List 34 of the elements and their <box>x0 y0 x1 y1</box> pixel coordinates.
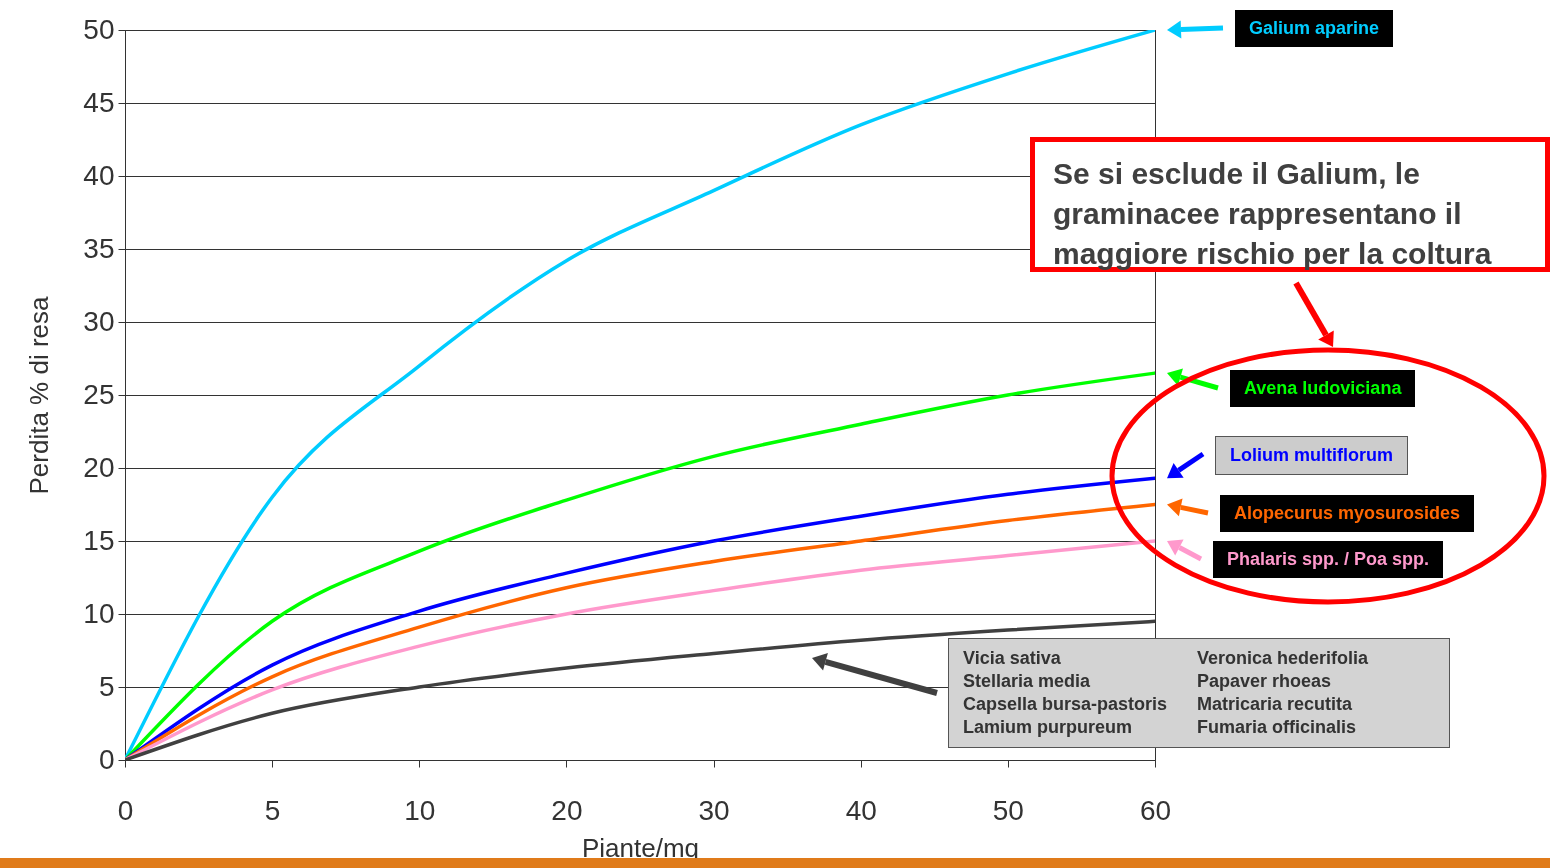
y-tick-label: 5 <box>98 670 115 702</box>
legend-label: Avena ludoviciana <box>1230 370 1416 407</box>
legend-label: Phalaris spp. / Poa spp. <box>1213 541 1444 578</box>
annotation: Vicia sativa <box>963 648 1062 670</box>
text: Veronica hederifolia <box>1197 648 1369 668</box>
x-axis-title: Piante/mq <box>581 832 700 863</box>
legend-label: Galium aparine <box>1235 10 1394 47</box>
annotation: Capsella bursa-pastoris <box>963 694 1169 716</box>
y-tick-label: 15 <box>83 524 115 556</box>
y-axis-title: Perdita % di resa <box>24 295 55 495</box>
x-tick-label: 40 <box>845 794 877 826</box>
x-tick-label: 50 <box>992 794 1024 826</box>
y-tick-label: 20 <box>83 451 115 483</box>
y-tick-label: 25 <box>83 378 115 410</box>
y-tick-label: 40 <box>83 159 115 191</box>
x-tick-label: 5 <box>264 794 281 826</box>
x-tick-label: 10 <box>404 794 436 826</box>
y-tick-label: 30 <box>83 305 115 337</box>
x-tick-label: 60 <box>1139 794 1172 826</box>
annotation: Lamium purpureum <box>963 717 1133 739</box>
y-tick-label: 50 <box>83 13 115 45</box>
legend-label: Lolium multiflorum <box>1215 436 1408 475</box>
legend-label: Alopecurus myosurosides <box>1220 495 1475 532</box>
y-tick-label: 0 <box>98 743 115 775</box>
text: Matricaria recutita <box>1197 694 1353 714</box>
y-tick-label: 35 <box>83 232 115 264</box>
annotation: Se si esclude il Galium, le graminacee rappresentano il maggiore rischio per la coltura <box>1030 137 1550 272</box>
y-tick-label: 10 <box>83 597 115 629</box>
x-tick-label: 20 <box>551 794 583 826</box>
text: Papaver rhoeas <box>1197 671 1332 691</box>
text: Fumaria officinalis <box>1197 717 1357 737</box>
y-tick-label: 45 <box>83 86 115 118</box>
x-tick-label: 30 <box>698 794 730 826</box>
annotation: Stellaria media <box>963 671 1092 693</box>
